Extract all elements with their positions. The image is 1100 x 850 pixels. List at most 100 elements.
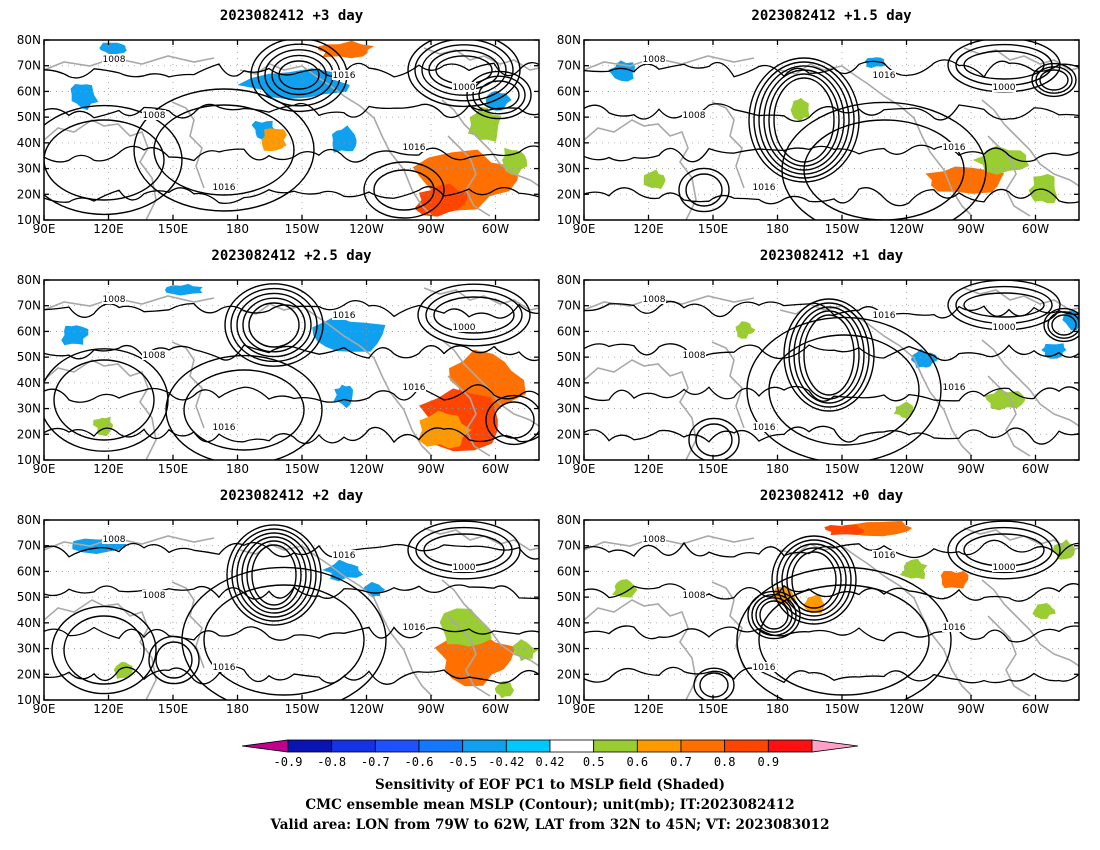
- isobar: [1039, 69, 1069, 91]
- isobar: [44, 348, 169, 452]
- lat-tick-label: 30N: [557, 402, 581, 416]
- panel-title: 2023082412 +1 day: [760, 248, 904, 264]
- isobar: [183, 369, 305, 451]
- lon-tick-label: 150W: [825, 222, 860, 236]
- coastline: [441, 579, 539, 667]
- contour-label: 1008: [643, 55, 666, 65]
- isobar: [678, 167, 730, 213]
- lon-tick-label: 90E: [573, 462, 596, 476]
- lon-tick-label: 180: [226, 222, 249, 236]
- coastline: [447, 375, 491, 457]
- lon-tick-label: 60W: [1022, 462, 1049, 476]
- contour-label: 1016: [403, 383, 426, 393]
- isobar: [693, 667, 735, 700]
- contour-label-bg: [402, 622, 426, 632]
- contour-label-bg: [872, 70, 896, 80]
- colorbar-triangle: [811, 739, 859, 753]
- lat-tick-label: 80N: [17, 33, 41, 47]
- lon-tick-label: 150E: [698, 702, 729, 716]
- contour-label: 1008: [103, 55, 126, 65]
- isobar: [584, 539, 1079, 559]
- colorbar-label: -0.9: [274, 755, 303, 769]
- isobar: [493, 401, 535, 439]
- coastline: [711, 101, 745, 189]
- contour-label: 1016: [403, 623, 426, 633]
- colorbar-box: [549, 739, 595, 753]
- isobar: [44, 145, 539, 163]
- contour-label: 1008: [143, 591, 166, 601]
- sensitivity-shading: [434, 634, 516, 687]
- lon-tick-label: 120E: [633, 462, 664, 476]
- lat-tick-label: 60N: [17, 324, 41, 338]
- isobar: [203, 584, 365, 696]
- lat-tick-label: 40N: [557, 616, 581, 630]
- colorbar-label: -0.6: [405, 755, 434, 769]
- isobar: [423, 533, 505, 567]
- isobar: [584, 187, 1079, 207]
- isobar: [51, 605, 157, 695]
- isobar: [63, 615, 145, 685]
- sensitivity-shading: [735, 321, 756, 339]
- caption-line-1: Sensitivity of EOF PC1 to MSLP field (Sh…: [375, 777, 725, 793]
- coastline: [584, 599, 697, 700]
- colorbar-box: [680, 739, 726, 753]
- contour-label: 1008: [643, 295, 666, 305]
- caption-line-3: Valid area: LON from 79W to 62W, LAT fro…: [270, 817, 830, 833]
- isobar: [421, 44, 507, 96]
- lat-tick-label: 10N: [557, 693, 581, 707]
- lon-tick-label: 90E: [573, 702, 596, 716]
- colorbar-label: 0.9: [757, 755, 779, 769]
- contour-label-bg: [402, 382, 426, 392]
- lon-tick-label: 150W: [825, 702, 860, 716]
- contour-label: 1016: [753, 663, 776, 673]
- lon-tick-label: 180: [766, 702, 789, 716]
- isobar: [153, 104, 295, 196]
- lon-tick-label: 150W: [825, 462, 860, 476]
- isobar: [768, 334, 920, 446]
- lat-tick-label: 70N: [17, 539, 41, 553]
- isobar: [472, 75, 526, 115]
- map-panel: 2023082412 +2 day 1008 1016 1008 1016 1000 101…: [17, 488, 540, 716]
- isobar: [803, 314, 855, 396]
- lat-tick-label: 10N: [17, 693, 41, 707]
- lon-tick-label: 90E: [33, 222, 56, 236]
- contour-label-bg: [992, 82, 1016, 92]
- isobar: [955, 526, 1053, 574]
- isobar: [148, 635, 200, 685]
- sensitivity-shading: [439, 608, 492, 647]
- lat-tick-label: 80N: [557, 513, 581, 527]
- isobar: [478, 80, 520, 110]
- map-frame: [43, 519, 540, 701]
- lat-tick-label: 40N: [557, 376, 581, 390]
- contour-label: 1016: [753, 423, 776, 433]
- isobar: [466, 70, 532, 120]
- isobar: [435, 55, 493, 85]
- isobar: [584, 59, 1079, 79]
- contour-label: 1008: [103, 295, 126, 305]
- contour-label: 1016: [333, 71, 356, 81]
- lon-tick-label: 180: [766, 222, 789, 236]
- lat-tick-label: 30N: [557, 642, 581, 656]
- isobar: [248, 302, 300, 348]
- contour-label-bg: [752, 182, 776, 192]
- lat-tick-label: 20N: [17, 427, 41, 441]
- sensitivity-shading: [99, 42, 127, 55]
- lat-tick-label: 30N: [557, 162, 581, 176]
- lat-tick-label: 60N: [557, 84, 581, 98]
- lon-tick-label: 120W: [349, 222, 384, 236]
- panel-title: 2023082412 +3 day: [220, 8, 364, 24]
- contour-label-bg: [992, 322, 1016, 332]
- sensitivity-shading: [312, 316, 386, 352]
- lat-tick-label: 20N: [557, 667, 581, 681]
- map-panel: 2023082412 +1.5 day100810161008101610001…: [557, 8, 1080, 236]
- lat-tick-label: 60N: [557, 564, 581, 578]
- contour-label: 1008: [683, 351, 706, 361]
- isobar: [407, 520, 521, 580]
- contour-label-bg: [212, 662, 236, 672]
- contour-label: 1000: [993, 323, 1016, 333]
- isobar: [251, 544, 297, 606]
- isobar: [44, 626, 539, 641]
- lon-tick-label: 60W: [482, 462, 509, 476]
- isobar: [1031, 62, 1077, 98]
